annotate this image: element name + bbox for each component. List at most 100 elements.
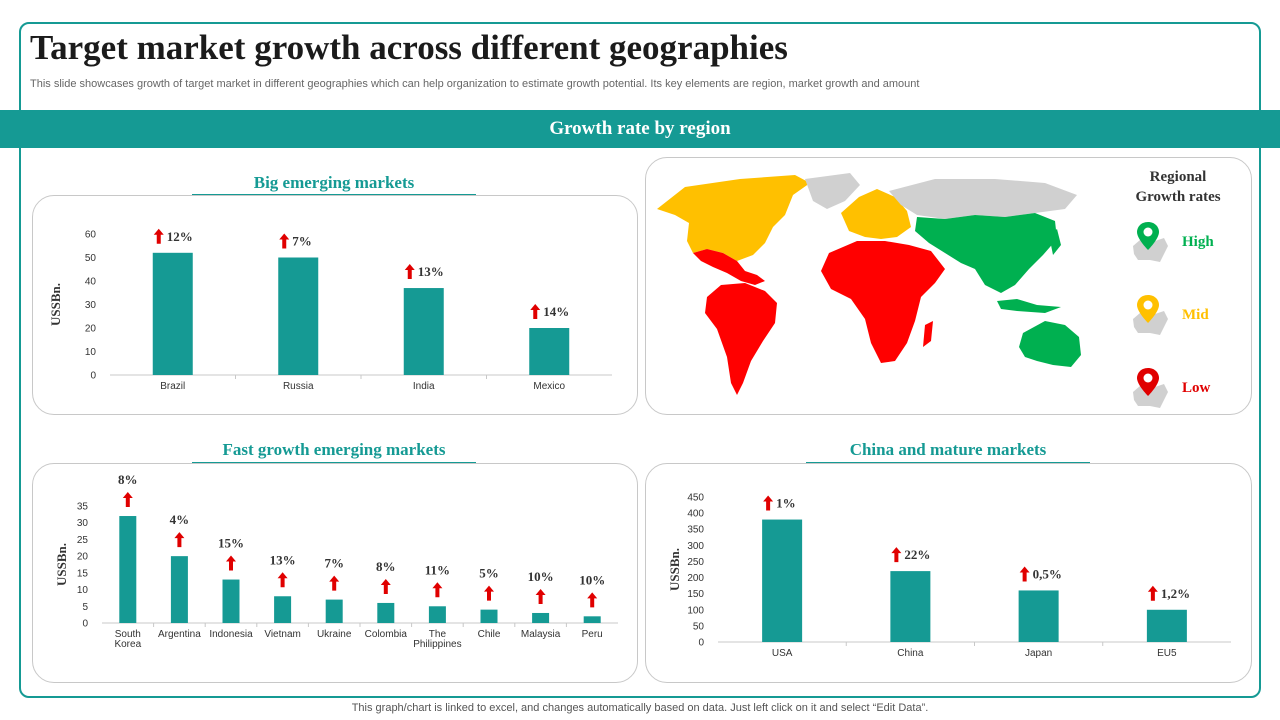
north-america-region [657, 175, 810, 261]
map-pin-icon [1133, 295, 1168, 335]
fast-markets-title: Fast growth emerging markets [222, 440, 446, 459]
y-tick-label: 200 [687, 573, 704, 584]
legend-title: Regional Growth rates [1118, 167, 1238, 207]
bar [325, 599, 343, 623]
growth-label: 11% [425, 562, 450, 577]
growth-arrow-icon [484, 585, 494, 601]
bar [762, 519, 803, 642]
legend-item-low: Low [1130, 366, 1210, 410]
china-markets-chart: 0 50 100 150 200 250 300 350 400 450 USSBn. USA 1% Ch… [667, 493, 1231, 659]
growth-label: 1% [776, 496, 796, 511]
legend-label-mid: Mid [1182, 306, 1209, 323]
growth-arrow-icon [153, 228, 164, 244]
bar [532, 612, 550, 623]
japan-region [1049, 229, 1061, 255]
x-tick-label: Japan [1025, 648, 1052, 659]
bar [377, 602, 395, 623]
y-tick-label: 150 [687, 589, 704, 600]
x-tick-label: Peru [582, 629, 603, 640]
legend-title-line1: Regional [1149, 169, 1207, 185]
y-tick-label: 60 [85, 230, 97, 241]
y-tick-label: 20 [77, 552, 89, 563]
y-tick-label: 0 [90, 371, 96, 382]
growth-arrow-icon [329, 575, 340, 591]
central-america-region [693, 249, 765, 285]
growth-label: 13% [418, 264, 444, 279]
growth-label: 8% [118, 472, 138, 487]
x-tick-label: The Philippines [413, 629, 461, 650]
china-markets-panel [645, 463, 1252, 683]
x-tick-label: Malaysia [521, 629, 561, 640]
growth-label: 13% [270, 552, 296, 567]
growth-arrow-icon [763, 495, 774, 511]
growth-label: 15% [218, 536, 244, 551]
bar [428, 606, 446, 623]
x-tick-label: EU5 [1157, 648, 1177, 659]
china-markets-title: China and mature markets [849, 440, 1047, 459]
y-tick-label: 50 [85, 253, 97, 264]
south-america-region [705, 283, 777, 395]
growth-label: 4% [170, 512, 190, 527]
footer-note: This graph/chart is linked to excel, and… [351, 702, 929, 714]
indonesia-region [997, 299, 1061, 313]
x-tick-label-line: Philippines [413, 639, 461, 650]
y-tick-label: 30 [85, 300, 97, 311]
x-tick-label-line: The [429, 629, 447, 640]
growth-label: 22% [904, 547, 930, 562]
growth-arrow-icon [277, 572, 288, 588]
x-tick-label: Chile [478, 629, 501, 640]
bar [170, 556, 188, 623]
bar [403, 288, 444, 375]
y-tick-label: 20 [85, 324, 97, 335]
europe-region [841, 189, 911, 239]
bar [152, 252, 193, 375]
growth-label: 1,2% [1161, 586, 1190, 601]
world-map [657, 173, 1081, 395]
section-band-label: Growth rate by region [549, 118, 731, 139]
y-tick-label: 25 [77, 535, 89, 546]
australia-region [1019, 321, 1081, 367]
growth-label: 14% [543, 304, 569, 319]
big-markets-chart: 0 10 20 30 40 50 60 USSBn. Brazil 12% Russia 7% Indi… [48, 228, 612, 392]
growth-label: 8% [376, 559, 396, 574]
y-tick-label: 100 [687, 605, 704, 616]
growth-arrow-icon [1147, 585, 1158, 601]
y-tick-label: 35 [77, 502, 89, 513]
bar [890, 571, 931, 642]
x-tick-label: Mexico [533, 381, 565, 392]
bar [1146, 609, 1187, 642]
y-tick-label: 450 [687, 493, 704, 504]
y-tick-label: 15 [77, 568, 89, 579]
x-tick-label: Brazil [160, 381, 185, 392]
growth-arrow-icon [122, 492, 133, 508]
section-band: Growth rate by region [0, 110, 1280, 148]
growth-arrow-icon [174, 532, 185, 548]
big-markets-title: Big emerging markets [253, 173, 415, 192]
y-tick-label: 400 [687, 509, 704, 520]
growth-label: 7% [292, 234, 312, 249]
growth-arrow-icon [226, 555, 236, 571]
x-tick-label: South Korea [114, 629, 141, 650]
bar [119, 516, 137, 623]
x-tick-label: Argentina [158, 629, 201, 640]
growth-arrow-icon [432, 582, 443, 598]
growth-label: 12% [167, 229, 193, 244]
y-tick-label: 350 [687, 525, 704, 536]
page-subtitle: This slide showcases growth of target ma… [30, 78, 920, 90]
bar [1018, 590, 1059, 642]
growth-label: 10% [579, 572, 605, 587]
y-axis-label: USSBn. [54, 543, 69, 586]
legend-item-high: High [1130, 220, 1214, 264]
y-axis-label: USSBn. [48, 283, 63, 326]
growth-arrow-icon [279, 233, 290, 249]
map-pin-icon [1133, 368, 1168, 408]
bar [278, 257, 319, 375]
y-tick-label: 40 [85, 277, 97, 288]
bar [529, 328, 570, 375]
y-tick-label: 300 [687, 541, 704, 552]
page-title: Target market growth across different ge… [30, 28, 788, 67]
growth-label: 0,5% [1033, 566, 1062, 581]
growth-arrow-icon [587, 592, 598, 608]
bar [274, 596, 292, 623]
growth-arrow-icon [1019, 566, 1030, 582]
